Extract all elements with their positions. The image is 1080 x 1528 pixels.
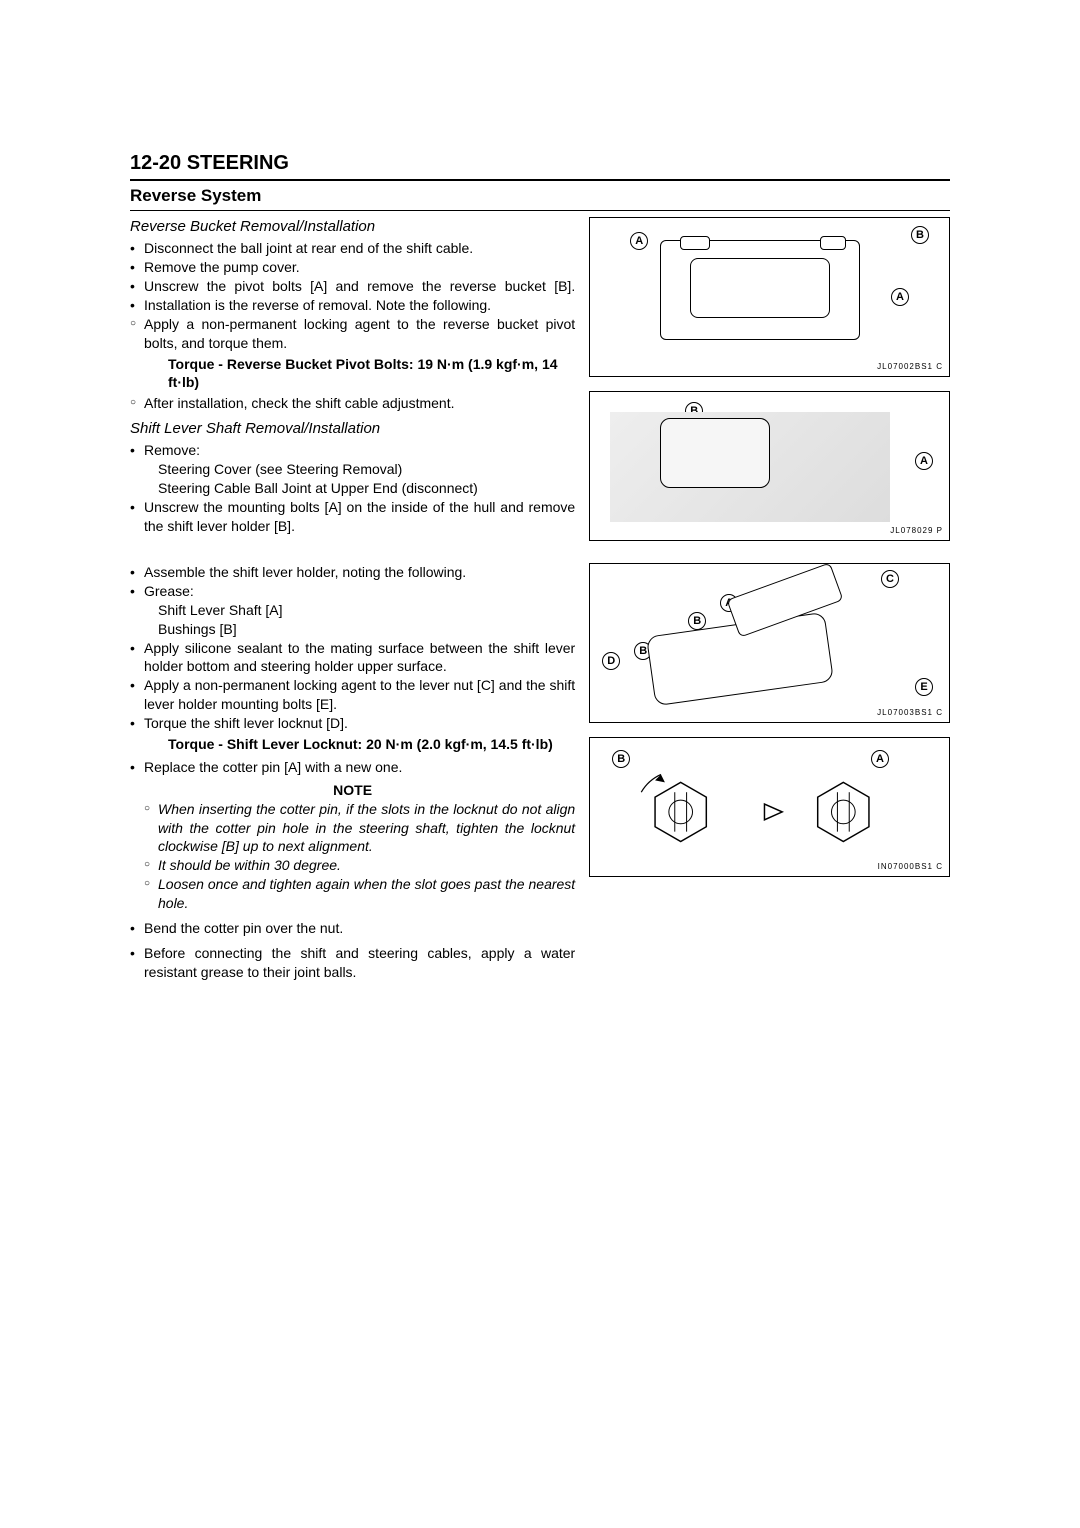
circle-icon bbox=[130, 315, 144, 353]
body-text: Replace the cotter pin [A] with a new on… bbox=[144, 758, 575, 777]
figure-col: C A B B D E JL07003BS1 C B A bbox=[589, 563, 950, 982]
figure-label: JL07003BS1 C bbox=[877, 708, 943, 719]
circle-icon bbox=[144, 875, 158, 913]
bullet-icon bbox=[130, 239, 144, 258]
body-text: Unscrew the mounting bolts [A] on the in… bbox=[144, 498, 575, 536]
subheading-reverse-bucket: Reverse Bucket Removal/Installation bbox=[130, 217, 575, 237]
body-text: Unscrew the pivot bolts [A] and remove t… bbox=[144, 277, 575, 296]
indent-text: Steering Cable Ball Joint at Upper End (… bbox=[130, 479, 575, 498]
bullet-icon bbox=[130, 498, 144, 536]
figure-label: JL07002BS1 C bbox=[877, 362, 943, 373]
bullet-icon bbox=[130, 758, 144, 777]
bullet-icon bbox=[130, 676, 144, 714]
note-text: It should be within 30 degree. bbox=[158, 856, 575, 875]
text-col: Reverse Bucket Removal/Installation Disc… bbox=[130, 217, 575, 555]
body-text: Apply a non-permanent locking agent to t… bbox=[144, 315, 575, 353]
circle-icon bbox=[130, 394, 144, 413]
bullet-icon bbox=[130, 277, 144, 296]
body-text: Apply silicone sealant to the mating sur… bbox=[144, 639, 575, 677]
figure-reverse-bucket: A B A JL07002BS1 C bbox=[589, 217, 950, 377]
callout-a2: A bbox=[891, 288, 909, 306]
indent-text: Steering Cover (see Steering Removal) bbox=[130, 460, 575, 479]
figure-col: A B A JL07002BS1 C B A A JL078029 P bbox=[589, 217, 950, 555]
body-text: Disconnect the ball joint at rear end of… bbox=[144, 239, 575, 258]
bullet-icon bbox=[130, 258, 144, 277]
body-text: Before connecting the shift and steering… bbox=[144, 944, 575, 982]
bullet-icon bbox=[130, 441, 144, 460]
bullet-icon bbox=[130, 714, 144, 733]
bullet-icon bbox=[130, 296, 144, 315]
body-text: Apply a non-permanent locking agent to t… bbox=[144, 676, 575, 714]
note-heading: NOTE bbox=[130, 781, 575, 800]
page-header: 12-20 STEERING bbox=[130, 150, 950, 181]
body-text: Grease: bbox=[144, 582, 575, 601]
body-text: Bend the cotter pin over the nut. bbox=[144, 919, 575, 938]
block-reverse-bucket: Reverse Bucket Removal/Installation Disc… bbox=[130, 217, 950, 555]
torque-spec: Torque - Reverse Bucket Pivot Bolts: 19 … bbox=[144, 355, 575, 393]
circle-icon bbox=[144, 800, 158, 857]
text-col: Assemble the shift lever holder, noting … bbox=[130, 563, 575, 982]
callout-a: A bbox=[915, 452, 933, 470]
bullet-icon bbox=[130, 919, 144, 938]
circle-icon bbox=[144, 856, 158, 875]
bullet-icon bbox=[130, 563, 144, 582]
figure-shift-lever-holder: B A A JL078029 P bbox=[589, 391, 950, 541]
body-text: Remove: bbox=[144, 441, 575, 460]
indent-text: Bushings [B] bbox=[130, 620, 575, 639]
figure-shift-lever-assembly: C A B B D E JL07003BS1 C bbox=[589, 563, 950, 723]
hex-nut-diagram bbox=[590, 738, 949, 876]
bullet-icon bbox=[130, 582, 144, 601]
callout-a: A bbox=[630, 232, 648, 250]
note-text: When inserting the cotter pin, if the sl… bbox=[158, 800, 575, 857]
callout-d: D bbox=[602, 652, 620, 670]
callout-b: B bbox=[911, 226, 929, 244]
torque-text: Torque - Reverse Bucket Pivot Bolts: 19 … bbox=[168, 356, 558, 391]
figure-label: IN07000BS1 C bbox=[878, 862, 943, 873]
subheading-shift-lever: Shift Lever Shaft Removal/Installation bbox=[130, 419, 575, 439]
indent-text: Shift Lever Shaft [A] bbox=[130, 601, 575, 620]
bullet-icon bbox=[130, 944, 144, 982]
body-text: Assemble the shift lever holder, noting … bbox=[144, 563, 575, 582]
body-text: After installation, check the shift cabl… bbox=[144, 394, 575, 413]
body-text: Remove the pump cover. bbox=[144, 258, 575, 277]
callout-e: E bbox=[915, 678, 933, 696]
section-title: Reverse System bbox=[130, 185, 950, 211]
note-text: Loosen once and tighten again when the s… bbox=[158, 875, 575, 913]
callout-c: C bbox=[881, 570, 899, 588]
callout-b: B bbox=[688, 612, 706, 630]
body-text: Torque the shift lever locknut [D]. bbox=[144, 714, 575, 733]
bullet-icon bbox=[130, 639, 144, 677]
block-assembly: Assemble the shift lever holder, noting … bbox=[130, 563, 950, 982]
torque-spec: Torque - Shift Lever Locknut: 20 N·m (2.… bbox=[144, 735, 575, 754]
figure-label: JL078029 P bbox=[890, 526, 943, 537]
body-text: Installation is the reverse of removal. … bbox=[144, 296, 575, 315]
figure-cotter-pin: B A bbox=[589, 737, 950, 877]
